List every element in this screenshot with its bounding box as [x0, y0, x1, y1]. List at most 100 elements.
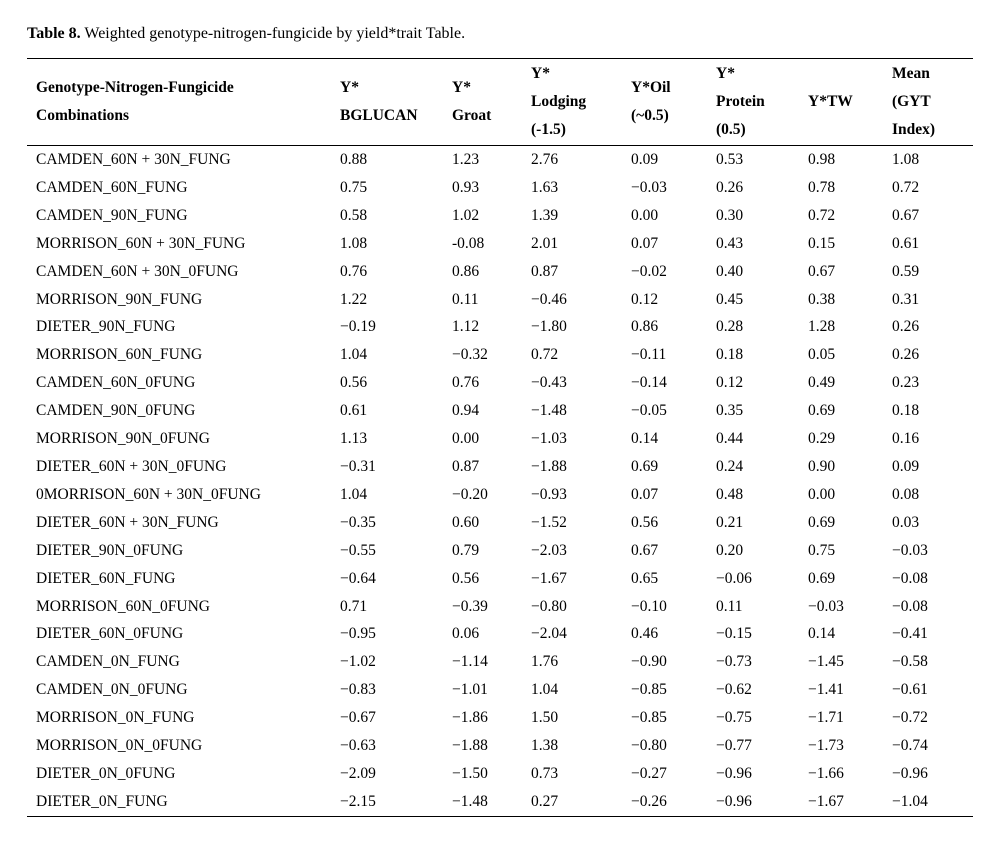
combination-cell: DIETER_60N + 30N_FUNG: [36, 513, 219, 531]
column-header-line: Lodging: [531, 93, 587, 110]
value-cell: −0.03: [808, 597, 844, 615]
value-cell: 0.60: [452, 513, 480, 531]
value-cell: −1.66: [808, 764, 844, 782]
value-cell: −0.77: [716, 737, 752, 755]
table-body: CAMDEN_60N + 30N_FUNG 0.88 1.23 2.76 0.09 0.5…: [27, 146, 973, 817]
value-cell: -0.08: [452, 234, 485, 252]
column-header: Mean (GYT Index): [883, 59, 973, 146]
value-cell: −0.75: [716, 709, 752, 727]
value-cell: 2.76: [531, 151, 559, 168]
table-row: MORRISON_60N + 30N_FUNG 1.08 -0.08 2.01 0.07…: [27, 230, 973, 258]
value-cell: 0.67: [631, 541, 659, 559]
value-cell: −0.02: [631, 262, 667, 280]
value-cell: −1.03: [531, 430, 567, 448]
value-cell: 0.16: [892, 430, 920, 448]
value-cell: 0.76: [340, 262, 368, 280]
table-row: DIETER_60N_0FUNG −0.95 0.06 −2.04 0.46 −0.15 0…: [27, 620, 973, 648]
value-cell: 0.87: [531, 262, 559, 280]
value-cell: −0.35: [340, 513, 376, 531]
column-header-line: Combinations: [36, 107, 130, 124]
column-header-line: BGLUCAN: [340, 107, 418, 124]
table-row: MORRISON_0N_FUNG −0.67 −1.86 1.50 −0.85 −0.75…: [27, 704, 973, 732]
value-cell: −0.20: [452, 485, 488, 503]
value-cell: 0.59: [892, 262, 920, 280]
value-cell: 0.48: [716, 485, 744, 503]
value-cell: 0.56: [631, 513, 659, 531]
combination-cell: CAMDEN_60N_0FUNG: [36, 374, 196, 392]
value-cell: −0.62: [716, 681, 752, 699]
value-cell: −2.15: [340, 792, 376, 810]
value-cell: −1.41: [808, 681, 844, 699]
value-cell: 1.23: [452, 151, 480, 168]
table-caption: Table 8. Weighted genotype-nitrogen-fung…: [27, 24, 465, 44]
column-header: Y*Oil (~0.5): [622, 59, 707, 146]
combination-cell: DIETER_90N_FUNG: [36, 318, 176, 336]
value-cell: 0.53: [716, 151, 744, 168]
value-cell: 0.11: [452, 290, 479, 308]
table-row: CAMDEN_60N + 30N_FUNG 0.88 1.23 2.76 0.09 0.5…: [27, 146, 973, 174]
value-cell: 1.63: [531, 178, 559, 196]
caption-label: Table 8.: [27, 25, 81, 42]
value-cell: 0.00: [631, 206, 659, 224]
value-cell: −1.73: [808, 737, 844, 755]
table-row: CAMDEN_0N_FUNG −1.02 −1.14 1.76 −0.90 −0.73 −1…: [27, 648, 973, 676]
column-header-line: Protein: [716, 93, 765, 110]
value-cell: 1.38: [531, 737, 559, 755]
combination-cell: DIETER_0N_0FUNG: [36, 764, 176, 782]
value-cell: 0.69: [808, 569, 836, 587]
value-cell: −0.19: [340, 318, 376, 336]
value-cell: −0.67: [340, 709, 376, 727]
value-cell: 0.14: [631, 430, 659, 448]
table-row: MORRISON_0N_0FUNG −0.63 −1.88 1.38 −0.80 −0.7…: [27, 732, 973, 760]
combination-cell: DIETER_60N_0FUNG: [36, 625, 184, 643]
table-row: 0MORRISON_60N + 30N_0FUNG 1.04 −0.20 −0.93 0…: [27, 481, 973, 509]
value-cell: −1.67: [531, 569, 567, 587]
value-cell: 0.56: [452, 569, 480, 587]
value-cell: 1.50: [531, 709, 559, 727]
table-row: CAMDEN_60N_FUNG 0.75 0.93 1.63 −0.03 0.26 0.78…: [27, 174, 973, 202]
value-cell: −0.27: [631, 764, 667, 782]
table-row: MORRISON_90N_0FUNG 1.13 0.00 −1.03 0.14 0.44 0…: [27, 425, 973, 453]
combination-cell: MORRISON_0N_0FUNG: [36, 737, 203, 755]
value-cell: −0.55: [340, 541, 376, 559]
value-cell: −0.10: [631, 597, 667, 615]
value-cell: 0.35: [716, 402, 744, 420]
value-cell: 0.61: [340, 402, 368, 420]
value-cell: 1.08: [340, 234, 368, 252]
value-cell: 0.00: [808, 485, 836, 503]
value-cell: −0.95: [340, 625, 376, 643]
value-cell: 0.26: [892, 346, 920, 364]
column-header-line: Y*: [452, 79, 471, 96]
value-cell: 0.69: [631, 457, 659, 475]
value-cell: −0.90: [631, 653, 667, 671]
value-cell: 0.67: [892, 206, 920, 224]
table-header: Genotype-Nitrogen-Fungicide Combinations Y…: [27, 58, 973, 146]
value-cell: 1.28: [808, 318, 836, 336]
value-cell: 0.26: [892, 318, 920, 336]
column-header-line: (~0.5): [631, 107, 669, 124]
combination-cell: MORRISON_60N_0FUNG: [36, 597, 210, 615]
combination-cell: DIETER_0N_FUNG: [36, 792, 168, 810]
table-row: DIETER_60N + 30N_FUNG −0.35 0.60 −1.52 0.56 0…: [27, 509, 973, 537]
value-cell: 0.38: [808, 290, 836, 308]
value-cell: −0.63: [340, 737, 376, 755]
value-cell: 1.76: [531, 653, 559, 671]
column-header-line: Mean: [892, 65, 930, 82]
value-cell: −0.05: [631, 402, 667, 420]
value-cell: 1.04: [340, 485, 368, 503]
value-cell: −0.15: [716, 625, 752, 643]
column-header-line: Index): [892, 121, 936, 138]
value-cell: 0.88: [340, 151, 368, 168]
column-header: Y* Protein (0.5): [707, 59, 799, 146]
value-cell: −0.85: [631, 709, 667, 727]
value-cell: 0.69: [808, 513, 836, 531]
value-cell: 0.90: [808, 457, 836, 475]
table-row: CAMDEN_60N_0FUNG 0.56 0.76 −0.43 −0.14 0.12 0.…: [27, 369, 973, 397]
value-cell: 0.15: [808, 234, 836, 252]
value-cell: 1.04: [340, 346, 368, 364]
value-cell: 0.79: [452, 541, 480, 559]
value-cell: −1.01: [452, 681, 488, 699]
value-cell: −1.45: [808, 653, 844, 671]
value-cell: −1.48: [531, 402, 567, 420]
value-cell: −0.74: [892, 737, 928, 755]
